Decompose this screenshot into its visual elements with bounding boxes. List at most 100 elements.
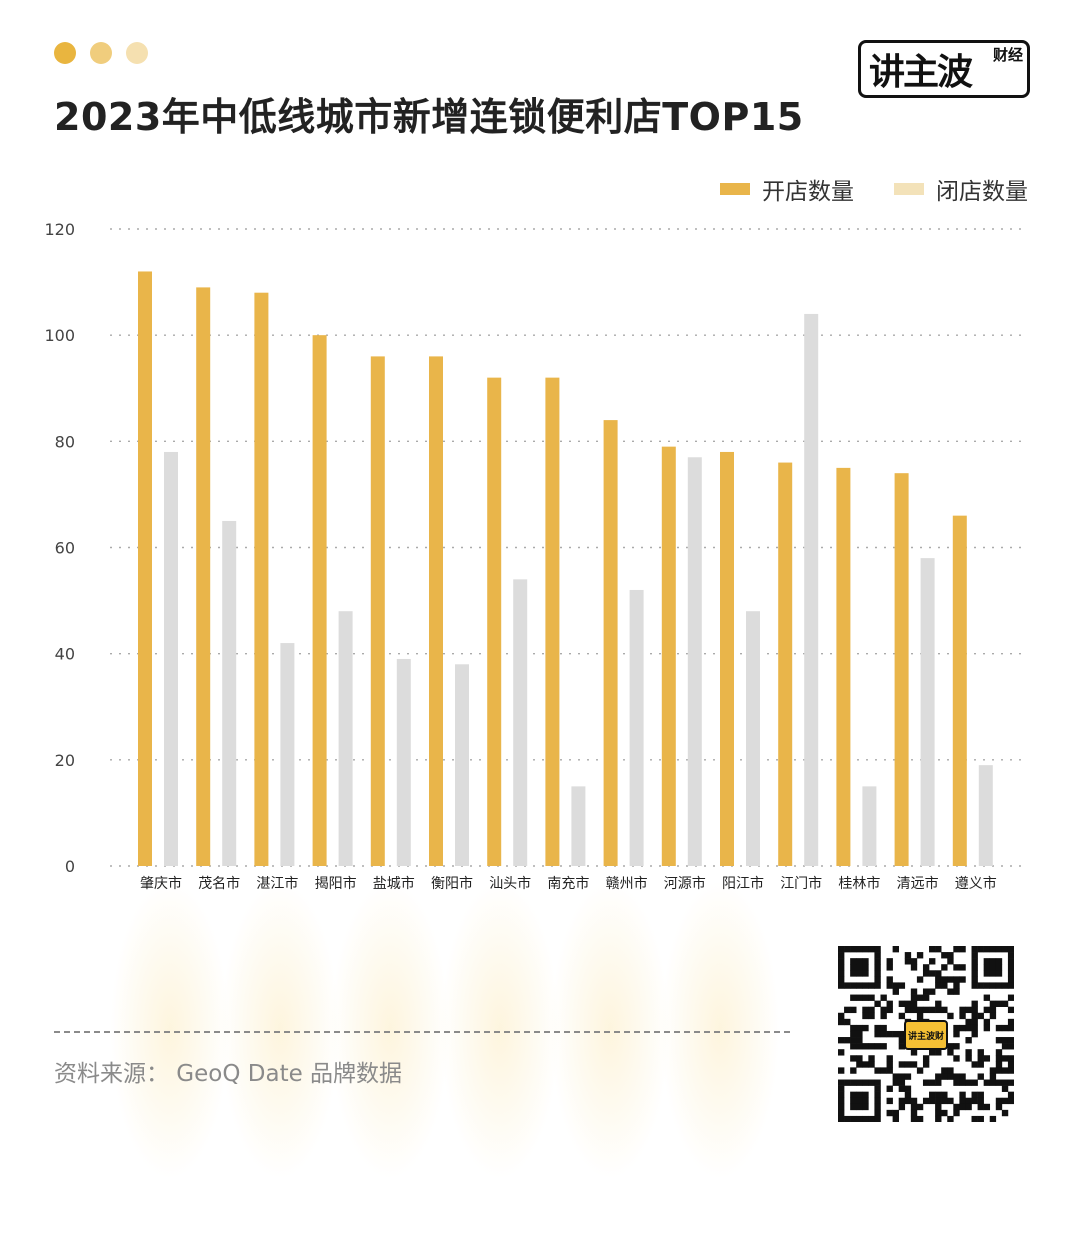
qr-module xyxy=(1007,1006,1015,1014)
qr-module xyxy=(850,1067,857,1074)
qr-module xyxy=(929,1091,936,1099)
qr-code[interactable]: 讲主波财 xyxy=(838,946,1015,1123)
qr-module xyxy=(929,1006,936,1014)
qr-module xyxy=(850,964,857,971)
qr-module xyxy=(886,1061,893,1068)
qr-module xyxy=(977,1073,984,1080)
x-tick-label: 湛江市 xyxy=(256,875,298,892)
qr-module xyxy=(1007,1061,1015,1068)
qr-module xyxy=(862,1103,869,1111)
qr-module xyxy=(922,1079,930,1086)
bar-close xyxy=(746,611,760,866)
qr-module xyxy=(995,964,1003,971)
bar-open xyxy=(836,467,851,866)
qr-module xyxy=(983,1103,991,1111)
source-text: 资料来源： GeoQ Date 品牌数据 xyxy=(54,1061,403,1087)
qr-module xyxy=(874,946,881,953)
qr-module xyxy=(910,964,918,971)
qr-module xyxy=(995,1079,1003,1086)
qr-module xyxy=(910,1103,918,1111)
qr-module xyxy=(935,1115,942,1123)
x-tick-label: 清远市 xyxy=(897,875,939,892)
qr-module xyxy=(935,1079,942,1086)
x-tick-label: 汕头市 xyxy=(489,875,531,892)
qr-module xyxy=(1001,1097,1009,1105)
qr-module xyxy=(971,1030,978,1038)
x-tick-label: 揭阳市 xyxy=(315,875,357,892)
qr-module xyxy=(880,1024,887,1032)
bar-open xyxy=(661,446,676,866)
qr-module xyxy=(977,1115,984,1123)
qr-module xyxy=(953,976,960,983)
qr-module xyxy=(995,1055,1003,1062)
qr-module xyxy=(898,1061,906,1068)
qr-module xyxy=(910,1061,918,1068)
qr-module xyxy=(880,994,887,1001)
qr-module xyxy=(910,958,918,965)
qr-module xyxy=(886,1109,893,1117)
qr-module xyxy=(856,1097,863,1105)
qr-module xyxy=(892,1030,899,1038)
qr-module xyxy=(1007,1024,1015,1032)
logo-main-text: 讲主波 xyxy=(869,52,973,93)
bar-close xyxy=(396,658,411,866)
qr-module xyxy=(971,958,978,965)
qr-module xyxy=(947,1049,954,1056)
bar-close xyxy=(222,520,237,866)
qr-module xyxy=(898,1030,906,1038)
qr-module xyxy=(935,1000,942,1007)
qr-module xyxy=(886,976,893,983)
qr-module xyxy=(862,1079,869,1086)
qr-module xyxy=(965,1018,972,1026)
qr-module xyxy=(886,1055,893,1062)
qr-module xyxy=(862,1091,869,1099)
qr-module xyxy=(1001,1055,1009,1062)
legend-swatch-open xyxy=(720,183,750,195)
qr-module xyxy=(886,958,893,965)
qr-module xyxy=(898,1043,906,1050)
qr-module xyxy=(959,1012,966,1020)
qr-module xyxy=(959,976,966,983)
qr-module xyxy=(868,1012,875,1020)
qr-module xyxy=(971,976,978,983)
qr-module xyxy=(983,1079,991,1086)
qr-module xyxy=(953,1024,960,1032)
qr-module xyxy=(916,1012,924,1020)
qr-module xyxy=(838,1018,845,1026)
qr-module xyxy=(935,1109,942,1117)
qr-module xyxy=(965,1024,972,1032)
qr-module xyxy=(856,946,863,953)
qr-module xyxy=(1007,1037,1015,1044)
qr-module xyxy=(856,1030,863,1038)
qr-module xyxy=(904,1006,912,1014)
qr-module xyxy=(971,970,978,977)
qr-module xyxy=(886,1006,893,1014)
qr-module xyxy=(874,1109,881,1117)
qr-module xyxy=(868,1115,875,1123)
qr-module xyxy=(892,982,899,989)
qr-module xyxy=(856,1061,863,1068)
qr-module xyxy=(856,970,863,977)
bar-open xyxy=(429,356,443,866)
qr-module xyxy=(868,1043,875,1050)
qr-module xyxy=(862,1012,869,1020)
qr-module xyxy=(838,1109,845,1117)
bar-close xyxy=(338,611,353,866)
qr-module xyxy=(971,1097,978,1105)
qr-module xyxy=(922,1006,930,1014)
legend-item-close: 闭店数量 xyxy=(894,172,1028,206)
qr-module xyxy=(935,970,942,977)
qr-module xyxy=(892,1073,899,1080)
qr-module xyxy=(874,1030,881,1038)
qr-module xyxy=(965,1097,972,1105)
qr-module xyxy=(953,964,960,971)
qr-pattern xyxy=(838,946,1015,1123)
qr-module xyxy=(922,994,930,1001)
bar-open xyxy=(487,377,502,866)
chart-legend: 开店数量 闭店数量 xyxy=(720,172,1028,206)
qr-module xyxy=(953,982,960,989)
qr-module xyxy=(947,988,954,995)
qr-module xyxy=(995,1037,1003,1044)
qr-module xyxy=(838,1115,845,1123)
qr-module xyxy=(941,1097,948,1105)
